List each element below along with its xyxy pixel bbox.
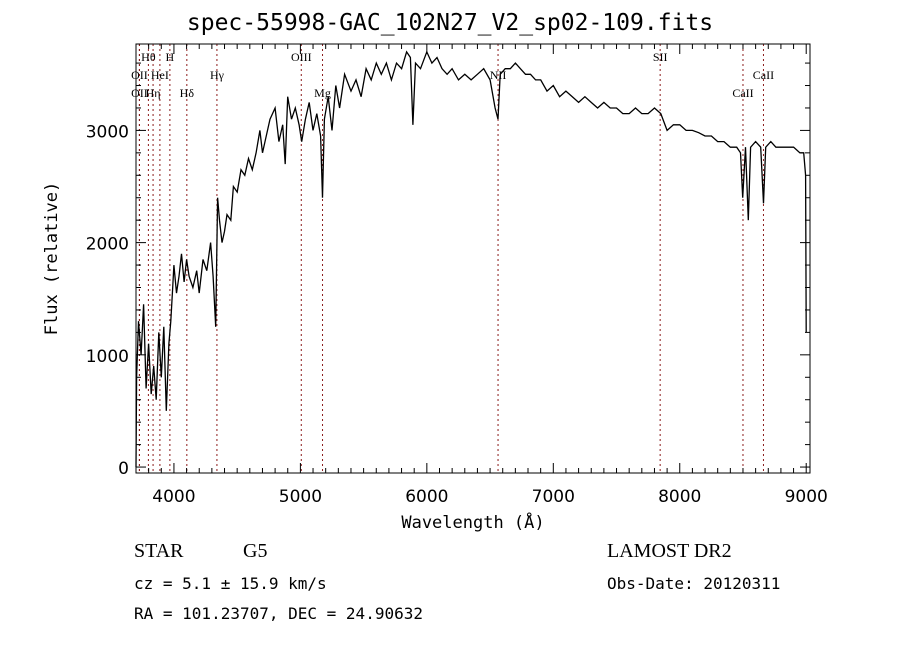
x-axis-label: Wavelength (Å): [401, 511, 544, 533]
line-label: Hη: [146, 86, 161, 100]
line-label: Hδ: [180, 86, 195, 100]
line-label: OIII: [291, 50, 312, 64]
y-tick-label: 1000: [86, 347, 129, 367]
chart-title: spec-55998-GAC_102N27_V2_sp02-109.fits: [186, 10, 714, 36]
x-tick-label: 8000: [658, 487, 701, 507]
coordinates: RA = 101.23707, DEC = 24.90632: [134, 604, 423, 623]
line-label: CaII: [753, 68, 774, 82]
x-tick-label: 7000: [532, 487, 575, 507]
x-tick-label: 9000: [785, 487, 828, 507]
y-tick-label: 0: [118, 459, 129, 479]
line-label: Hθ: [141, 50, 156, 64]
plot-frame: [135, 43, 811, 474]
line-label: H: [166, 50, 175, 64]
x-tick-label: 5000: [279, 487, 322, 507]
object-subclass: G5: [243, 540, 268, 562]
line-label: HeI: [151, 68, 169, 82]
y-tick-label: 3000: [86, 122, 129, 142]
y-axis-label: Flux (relative): [42, 182, 62, 336]
line-label: Mg: [314, 86, 331, 100]
object-class: STAR: [134, 540, 184, 562]
line-label: Hγ: [210, 68, 225, 82]
survey-name: LAMOST DR2: [607, 540, 732, 562]
y-tick-label: 2000: [86, 235, 129, 255]
redshift-cz: cz = 5.1 ± 15.9 km/s: [134, 574, 327, 593]
line-label: CaII: [732, 86, 753, 100]
spectrum-line: [135, 50, 807, 468]
x-tick-label: 4000: [152, 487, 195, 507]
line-label: OII: [131, 86, 148, 100]
line-label: SII: [653, 50, 668, 64]
x-tick-label: 6000: [405, 487, 448, 507]
obs-date: Obs-Date: 20120311: [607, 574, 781, 593]
